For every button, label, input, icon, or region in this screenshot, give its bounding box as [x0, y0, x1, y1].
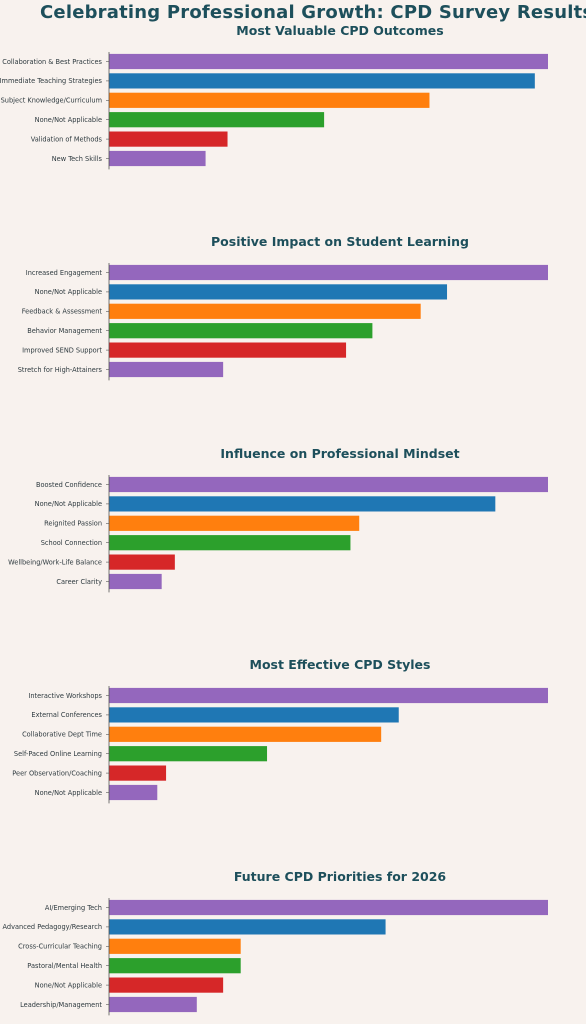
bar — [109, 707, 399, 723]
y-tick-label: Cross-Curricular Teaching — [18, 943, 102, 951]
y-tick-label: None/Not Applicable — [35, 981, 102, 989]
page-title: Celebrating Professional Growth: CPD Sur… — [40, 2, 586, 23]
y-tick-label: New Tech Skills — [52, 155, 103, 163]
bar — [109, 131, 228, 147]
y-tick-label: AI/Emerging Tech — [45, 904, 102, 912]
y-tick-label: Collaboration & Best Practices — [2, 58, 102, 66]
bar — [109, 150, 206, 167]
y-tick-label: Advanced Pedagogy/Research — [3, 923, 102, 931]
y-tick-label: Immediate Teaching Strategies — [0, 77, 103, 85]
chart-title: Influence on Professional Mindset — [220, 446, 459, 461]
bar — [109, 284, 448, 300]
y-tick-label: Collaborative Dept Time — [22, 731, 102, 739]
y-tick-label: Validation of Methods — [31, 135, 103, 143]
chart-panel-4: Most Effective CPD Styles Interactive Wor… — [12, 657, 548, 804]
y-tick-label: Self-Paced Online Learning — [14, 750, 102, 758]
y-tick-label: Stretch for High-Attainers — [18, 366, 103, 374]
bar — [109, 899, 548, 916]
y-tick-label: School Connection — [41, 539, 102, 547]
bar — [109, 361, 224, 378]
chart-panel-3: Influence on Professional Mindset Boosted… — [8, 446, 548, 593]
chart-panel-2: Positive Impact on Student Learning Incre… — [18, 234, 548, 381]
y-tick-label: Pastoral/Mental Health — [27, 962, 102, 970]
bar — [109, 958, 241, 974]
bar — [109, 342, 347, 358]
bar — [109, 687, 548, 704]
bar — [109, 919, 386, 935]
y-tick-label: Reignited Passion — [44, 520, 102, 528]
y-tick-label: None/Not Applicable — [35, 789, 102, 797]
bar — [109, 515, 360, 531]
bar — [109, 535, 351, 551]
bar — [109, 996, 197, 1013]
y-tick-label: None/Not Applicable — [35, 288, 102, 296]
bar — [109, 726, 382, 742]
y-tick-label: Career Clarity — [56, 578, 102, 586]
y-tick-label: None/Not Applicable — [35, 500, 102, 508]
chart-panel-1: Most Valuable CPD Outcomes Collaboration … — [0, 23, 548, 170]
bar — [109, 746, 268, 762]
bar — [109, 476, 548, 493]
y-tick-label: Wellbeing/Work-Life Balance — [8, 558, 102, 566]
y-tick-label: None/Not Applicable — [35, 116, 102, 124]
y-tick-label: Feedback & Assessment — [22, 308, 103, 316]
y-tick-label: Subject Knowledge/Curriculum — [1, 97, 102, 105]
bar — [109, 784, 158, 801]
chart-title: Most Valuable CPD Outcomes — [236, 23, 443, 38]
y-tick-label: External Conferences — [31, 711, 102, 719]
bar — [109, 765, 167, 781]
y-tick-label: Behavior Management — [27, 327, 102, 335]
bar — [109, 496, 496, 512]
bar — [109, 323, 373, 339]
y-tick-label: Peer Observation/Coaching — [12, 769, 102, 777]
bar — [109, 264, 548, 281]
bar — [109, 53, 548, 70]
bar — [109, 112, 325, 128]
y-tick-label: Leadership/Management — [20, 1001, 102, 1009]
bar — [109, 573, 162, 590]
chart-title: Most Effective CPD Styles — [250, 657, 431, 672]
bar — [109, 938, 241, 954]
y-tick-label: Increased Engagement — [26, 269, 103, 277]
bar — [109, 303, 421, 319]
y-tick-label: Interactive Workshops — [28, 692, 102, 700]
y-tick-label: Improved SEND Support — [22, 346, 102, 354]
chart-title: Positive Impact on Student Learning — [211, 234, 469, 249]
y-tick-label: Boosted Confidence — [36, 481, 102, 489]
bar — [109, 73, 535, 89]
bar — [109, 977, 224, 993]
chart-panel-5: Future CPD Priorities for 2026 AI/Emergin… — [3, 869, 548, 1016]
bar — [109, 92, 430, 108]
bar — [109, 554, 175, 570]
chart-title: Future CPD Priorities for 2026 — [234, 869, 447, 884]
